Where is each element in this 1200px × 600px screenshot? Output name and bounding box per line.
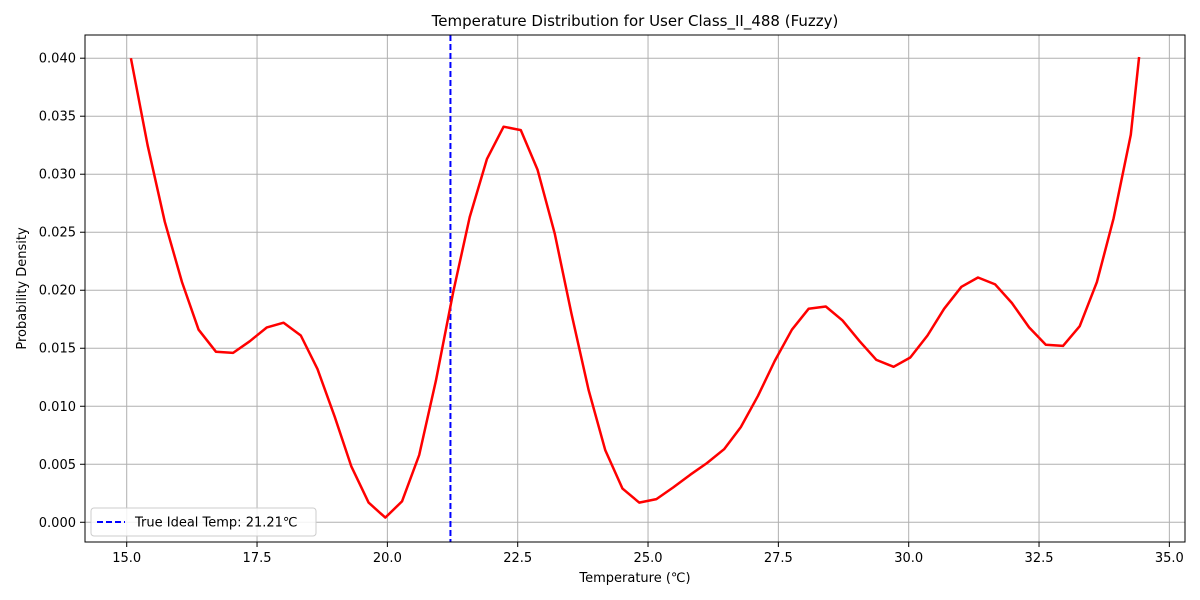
x-tick-label: 15.0 <box>112 551 141 566</box>
x-tick-label: 22.5 <box>503 551 532 566</box>
y-tick-label: 0.020 <box>39 284 76 299</box>
x-tick-label: 30.0 <box>894 551 923 566</box>
legend: True Ideal Temp: 21.21℃ <box>90 507 317 537</box>
x-tick-label: 32.5 <box>1025 551 1054 566</box>
plot-lines <box>129 35 1141 542</box>
x-axis-title: Temperature (℃) <box>578 571 690 586</box>
y-tick-label: 0.035 <box>39 110 76 125</box>
y-tick-label: 0.030 <box>39 168 76 183</box>
y-tick-label: 0.005 <box>39 458 76 473</box>
axes-frame <box>84 34 1186 543</box>
grid <box>85 35 1185 542</box>
chart-title: Temperature Distribution for User Class_… <box>431 12 839 31</box>
legend-box <box>90 507 317 537</box>
y-axis-title: Probability Density <box>15 227 30 350</box>
x-tick-label: 35.0 <box>1155 551 1184 566</box>
legend-label-ideal-temp: True Ideal Temp: 21.21℃ <box>134 516 298 531</box>
density-curve <box>129 56 1141 519</box>
y-tick-label: 0.010 <box>39 400 76 415</box>
y-axis-ticks: 0.000 0.005 0.010 0.015 0.020 0.025 0.030 0.035… <box>39 52 85 531</box>
x-axis-ticks: 15.0 17.5 20.0 22.5 25.0 27.5 30.0 32.5 35.0 <box>112 542 1184 566</box>
y-tick-label: 0.025 <box>39 226 76 241</box>
x-tick-label: 17.5 <box>243 551 272 566</box>
y-tick-label: 0.015 <box>39 342 76 357</box>
x-tick-label: 20.0 <box>373 551 402 566</box>
x-tick-label: 25.0 <box>634 551 663 566</box>
y-tick-label: 0.000 <box>39 516 76 531</box>
y-tick-label: 0.040 <box>39 52 76 67</box>
x-tick-label: 27.5 <box>764 551 793 566</box>
